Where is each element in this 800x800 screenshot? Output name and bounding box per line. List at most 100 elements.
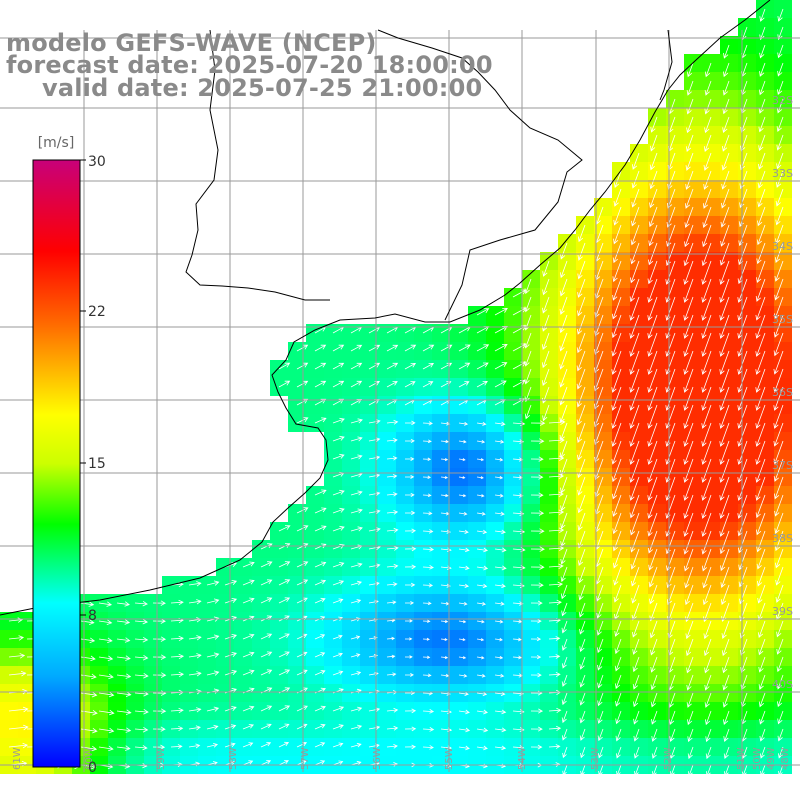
wind-arrow xyxy=(188,725,201,731)
wind-arrow xyxy=(651,710,658,725)
wind-arrow xyxy=(669,746,676,759)
wind-arrow xyxy=(774,242,784,263)
wind-arrow xyxy=(458,547,470,553)
wind-arrow xyxy=(332,507,345,514)
wind-arrow xyxy=(615,728,622,742)
wind-arrow xyxy=(170,653,185,660)
wind-arrow xyxy=(560,476,568,494)
wind-arrow xyxy=(684,206,694,228)
wind-arrow xyxy=(578,584,586,601)
wind-arrow xyxy=(683,368,694,393)
wind-arrow xyxy=(494,601,505,606)
wind-arrow xyxy=(260,651,273,658)
wind-arrow xyxy=(152,654,167,660)
wind-arrow xyxy=(719,494,730,519)
wind-arrow xyxy=(152,600,166,606)
wind-arrow xyxy=(774,494,784,517)
wind-arrow xyxy=(368,455,381,461)
wind-arrow xyxy=(670,764,676,777)
wind-arrow xyxy=(722,116,730,133)
wind-arrow xyxy=(548,744,561,749)
wind-arrow xyxy=(542,296,550,314)
wind-arrow xyxy=(647,278,658,303)
wind-arrow xyxy=(719,296,730,321)
wind-arrow xyxy=(314,525,327,532)
wind-arrow xyxy=(476,381,488,388)
wind-arrow xyxy=(648,224,658,247)
wind-arrow xyxy=(611,458,622,483)
wind-arrow xyxy=(614,620,622,637)
wind-arrow xyxy=(332,670,344,676)
wind-arrow xyxy=(687,710,694,726)
wind-arrow xyxy=(368,473,381,479)
wind-arrow xyxy=(579,656,586,670)
wind-arrow xyxy=(296,561,309,568)
wind-arrow xyxy=(8,742,29,749)
wind-arrow xyxy=(314,579,327,586)
wind-arrow xyxy=(386,381,398,388)
wind-arrow xyxy=(612,530,622,552)
wind-arrow xyxy=(706,764,712,777)
wind-arrow xyxy=(597,656,604,671)
wind-arrow xyxy=(206,634,220,640)
wind-arrow xyxy=(422,529,434,534)
wind-arrow xyxy=(704,674,712,691)
wind-arrow xyxy=(476,565,489,571)
longitude-label: 59W xyxy=(156,747,167,770)
wind-arrow xyxy=(633,710,640,725)
wind-arrow xyxy=(777,26,784,41)
wind-arrow xyxy=(688,764,694,777)
wind-arrow xyxy=(577,548,586,566)
wind-arrow xyxy=(386,474,398,479)
wind-arrow xyxy=(548,636,561,641)
lat-lon-grid xyxy=(0,30,800,772)
wind-arrow xyxy=(723,62,730,78)
wind-arrow xyxy=(350,454,363,460)
wind-arrow xyxy=(98,727,115,734)
wind-arrow xyxy=(755,476,766,501)
wind-arrow xyxy=(597,638,604,654)
wind-arrow xyxy=(242,705,255,712)
wind-arrow xyxy=(524,404,532,420)
wind-arrow xyxy=(685,170,694,190)
wind-arrow xyxy=(683,404,694,429)
wind-arrow xyxy=(548,527,565,534)
wind-arrow xyxy=(559,332,568,352)
wind-arrow xyxy=(350,526,363,532)
wind-arrow xyxy=(542,404,550,422)
wind-arrow xyxy=(648,548,658,571)
latitude-label: 33S xyxy=(772,167,793,180)
wind-arrow xyxy=(368,563,381,569)
wind-arrow xyxy=(548,437,565,444)
wind-arrow xyxy=(512,601,524,606)
wind-arrow xyxy=(613,188,622,207)
wind-arrow xyxy=(577,260,586,280)
wind-arrow xyxy=(152,618,166,624)
wind-arrow xyxy=(8,635,25,641)
longitude-label: 61W xyxy=(12,747,23,770)
wind-arrow xyxy=(404,673,414,677)
wind-arrow xyxy=(737,404,748,429)
wind-arrow xyxy=(722,692,730,708)
wind-arrow xyxy=(98,745,114,752)
wind-arrow xyxy=(616,764,622,777)
wind-arrow xyxy=(686,98,694,115)
wind-arrow xyxy=(704,62,712,78)
wind-arrow xyxy=(386,545,399,551)
wind-arrow xyxy=(296,705,308,712)
wind-arrow xyxy=(242,561,255,568)
wind-arrow xyxy=(8,617,24,623)
wind-arrow xyxy=(530,564,545,570)
wind-arrow xyxy=(422,493,432,498)
wind-arrow xyxy=(260,561,273,568)
wind-arrow xyxy=(422,727,435,732)
wind-arrow xyxy=(476,458,485,462)
wind-arrow xyxy=(476,344,490,352)
wind-arrow xyxy=(632,656,640,673)
wind-arrow xyxy=(577,440,586,461)
wind-arrow xyxy=(134,618,149,625)
wind-arrow xyxy=(206,652,220,658)
wind-arrow xyxy=(422,439,432,444)
wind-arrow xyxy=(775,188,784,207)
wind-arrow xyxy=(615,674,622,690)
